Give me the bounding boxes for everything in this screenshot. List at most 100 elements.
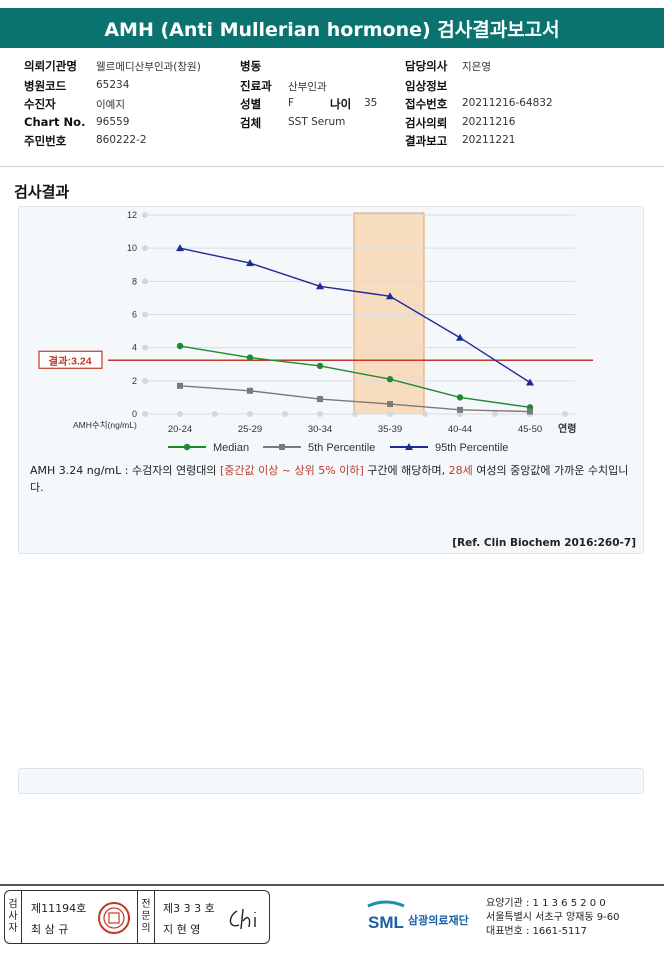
data-point-2	[246, 259, 254, 267]
y-tick-label: 10	[127, 243, 137, 253]
org-name: 삼광의료재단	[408, 914, 469, 927]
legend-label: Median	[213, 442, 249, 454]
report-date-label: 결과보고	[405, 134, 448, 148]
data-point-1	[247, 387, 253, 394]
ward-label: 병동	[240, 59, 262, 73]
specialist-header: 전 문 의	[137, 891, 155, 943]
empty-comment-panel	[18, 768, 644, 794]
sml-logo-text: SML	[368, 913, 404, 932]
data-point-2	[316, 282, 324, 290]
axis-dot	[282, 411, 288, 417]
inspector-header: 검 사 자	[5, 891, 22, 943]
specimen-value: SST Serum	[288, 116, 346, 128]
y-tick-label: 12	[127, 210, 137, 220]
axis-dot	[422, 411, 428, 417]
institution-value: 웰르메디산부인과(창원)	[96, 61, 201, 73]
specimen-label: 검체	[240, 116, 262, 130]
result-label-box	[38, 350, 103, 369]
interpretation-part3: 구간에 해당하며,	[363, 464, 449, 477]
axis-dot	[492, 411, 498, 417]
legend-label: 95th Percentile	[435, 442, 508, 454]
receipt-no-label: 접수번호	[405, 97, 448, 111]
axis-dot	[142, 344, 148, 351]
x-axis-label: 연령	[558, 422, 576, 435]
contact-line-2: 서울특별시 서초구 양재동 9-60	[486, 912, 620, 923]
data-point-0	[386, 375, 394, 383]
resident-no-label: 주민번호	[24, 134, 67, 148]
patient-info-block: 의뢰기관명 웰르메디산부인과(창원) 병동 담당의사 지은영 병원코드 6523…	[0, 50, 664, 167]
contact-line-3: 대표번호 : 1661-5117	[486, 926, 588, 937]
inspector-name: 최 삼 규	[31, 923, 69, 936]
axis-dot	[317, 411, 323, 417]
report-date-value: 20211221	[462, 134, 516, 146]
request-date-value: 20211216	[462, 116, 516, 128]
signature-icon	[229, 908, 256, 930]
interpretation-text: AMH 3.24 ng/mL : 수검자의 연령대의 [중간값 이상 ~ 상위 …	[30, 462, 640, 496]
legend-label: 5th Percentile	[308, 442, 375, 454]
interpretation-age: 28세	[448, 464, 473, 477]
data-point-1	[387, 401, 393, 408]
y-tick-label: 6	[132, 310, 137, 320]
contact-line-1: 요양기관 : 1 1 3 6 5 2 0 0	[486, 898, 606, 909]
y-tick-label: 4	[132, 343, 137, 353]
y-axis-label: AMH수치(ng/mL)	[73, 420, 137, 430]
data-point-1	[527, 408, 533, 415]
doctor-value: 지은영	[462, 61, 491, 73]
data-point-1	[317, 396, 323, 403]
x-tick-label: 40-44	[448, 424, 472, 435]
y-tick-label: 0	[132, 409, 137, 419]
institution-label: 의뢰기관명	[24, 59, 77, 73]
x-tick-label: 20-24	[168, 424, 192, 435]
seal-stamp	[98, 902, 130, 934]
report-title: AMH (Anti Mullerian hormone) 검사결과보고서	[0, 8, 664, 48]
y-tick-label: 8	[132, 276, 137, 286]
contact-block: 요양기관 : 1 1 3 6 5 2 0 0 서울특별시 서초구 양재동 9-6…	[486, 897, 619, 939]
specialist-license: 제3 3 3 호	[163, 902, 215, 915]
signature-box: 검 사 자 제11194호 최 삼 규 전 문 의 제3 3 3 호 지 현 영	[4, 890, 270, 944]
interpretation-range: [중간값 이상 ~ 상위 5% 이하]	[219, 464, 364, 477]
axis-dot	[142, 411, 148, 417]
interpretation-part5: 여성의 중앙값에 가까운 수치입니다.	[30, 464, 629, 494]
series-line-2	[179, 247, 531, 384]
data-point-0	[316, 362, 324, 370]
axis-dot	[142, 212, 148, 218]
data-point-2	[176, 244, 184, 252]
department-value: 산부인과	[288, 81, 327, 93]
series-line-0	[179, 345, 531, 409]
inspector-license: 제11194호	[31, 902, 87, 915]
series-line-1	[179, 385, 531, 413]
sex-label: 성별	[240, 97, 262, 111]
data-point-2	[456, 333, 464, 341]
chart-no-label: Chart No.	[24, 115, 86, 129]
highlight-band	[353, 212, 425, 415]
data-point-0	[176, 342, 184, 350]
patient-value: 이예지	[96, 99, 125, 111]
age-value: 35	[364, 97, 378, 109]
hospital-code-label: 병원코드	[24, 79, 67, 93]
result-label: 결과:3.24	[48, 354, 91, 367]
section-title: 검사결과	[14, 183, 70, 201]
axis-dot	[247, 411, 253, 417]
reference-citation: [Ref. Clin Biochem 2016:260-7]	[452, 537, 636, 549]
chart-no-value: 96559	[96, 116, 130, 128]
data-point-0	[246, 354, 254, 361]
data-point-0	[456, 394, 464, 401]
sex-value: F	[288, 97, 295, 109]
data-point-1	[177, 382, 183, 389]
doctor-label: 담당의사	[405, 59, 448, 73]
patient-label: 수진자	[24, 97, 56, 111]
sml-logo-icon: SML	[367, 900, 405, 932]
data-point-1	[457, 406, 463, 413]
legend-marker	[183, 443, 191, 451]
hospital-code-value: 65234	[96, 79, 130, 91]
x-tick-label: 30-34	[308, 424, 332, 435]
amh-chart: 0 2 4 6 8 10 12 20-24 25-29 30-34 35-39 40-44 45-50 연…	[38, 210, 593, 454]
axis-dot	[562, 411, 568, 417]
receipt-no-value: 20211216-64832	[462, 97, 553, 109]
interpretation-part1: AMH 3.24 ng/mL : 수검자의 연령대의	[30, 464, 220, 477]
axis-dot	[142, 245, 148, 252]
axis-dot	[387, 411, 393, 417]
legend-marker	[279, 444, 285, 450]
axis-dot	[142, 377, 148, 384]
department-label: 진료과	[240, 79, 272, 93]
